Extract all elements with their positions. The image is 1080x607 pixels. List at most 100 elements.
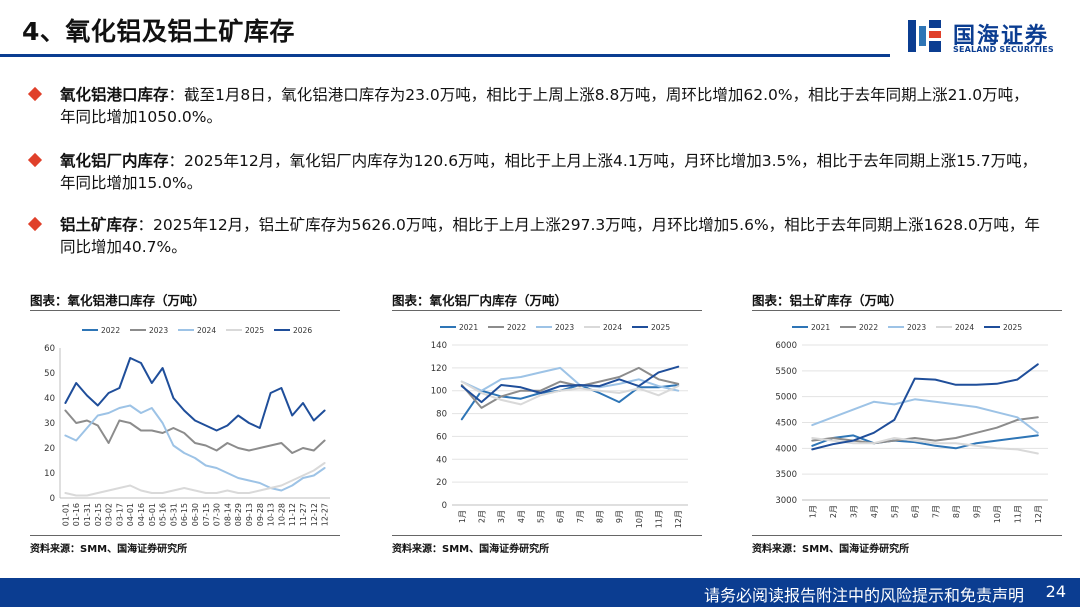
bullet-label: 铝土矿库存	[60, 216, 138, 234]
series-line-2021	[811, 434, 1039, 450]
x-tick-label: 4月	[517, 510, 526, 523]
legend-label: 2021	[811, 323, 830, 332]
x-tick-label: 07-15	[202, 503, 211, 526]
page-number: 24	[1045, 582, 1066, 601]
x-tick-label: 6月	[556, 510, 565, 523]
x-tick-label: 6月	[911, 505, 920, 518]
legend-label: 2022	[859, 323, 878, 332]
x-tick-label: 05-01	[148, 503, 157, 526]
legend-label: 2021	[459, 323, 478, 332]
y-tick-label: 60	[436, 432, 447, 442]
series-line-2026	[64, 357, 326, 432]
x-tick-label: 04-16	[137, 503, 146, 526]
series-line-2024	[460, 380, 680, 406]
diamond-bullet-icon	[27, 86, 43, 102]
y-tick-label: 5000	[775, 393, 797, 403]
diamond-bullet-icon	[27, 216, 43, 232]
y-tick-label: 20	[44, 444, 55, 454]
series-line-2022	[811, 416, 1039, 445]
y-tick-label: 30	[44, 419, 55, 429]
brand-logo: 国海证券 SEALAND SECURITIES	[905, 16, 1065, 60]
x-tick-label: 12月	[674, 510, 683, 528]
chart-port-inventory: 0 10 20 30 40 50 60 01-01 01-16 01-31 02-15 03-02 03…	[44, 326, 330, 526]
chart-source: 资料来源：SMM、国海证券研究所	[392, 544, 550, 555]
series-line-2025	[64, 462, 326, 497]
x-tick-label: 11-12	[288, 503, 297, 526]
x-tick-label: 07-30	[213, 503, 222, 526]
bullet-text: ：2025年12月，铝土矿库存为5626.0万吨，相比于上月上涨297.3万吨，…	[60, 216, 1040, 256]
x-tick-label: 08-29	[234, 503, 243, 526]
x-tick-label: 03-02	[105, 503, 114, 526]
x-tick-label: 4月	[870, 505, 879, 518]
legend-label: 2024	[603, 323, 622, 332]
series-line-2023	[811, 398, 1039, 434]
sealand-logo-icon	[908, 20, 941, 52]
y-tick-label: 0	[442, 501, 447, 511]
x-tick-label: 10-28	[277, 503, 286, 526]
title-underline	[0, 54, 890, 57]
y-tick-label: 100	[431, 387, 447, 397]
y-tick-label: 50	[44, 369, 55, 379]
x-tick-label: 7月	[576, 510, 585, 523]
chart-rule	[30, 310, 340, 311]
bullet-text: ：截至1月8日，氧化铝港口库存为23.0万吨，相比于上周上涨8.8万吨，周环比增…	[60, 86, 1029, 126]
legend-label: 2025	[651, 323, 670, 332]
legend-label: 2024	[197, 326, 216, 335]
x-tick-label: 06-30	[191, 503, 200, 526]
chart-source: 资料来源：SMM、国海证券研究所	[30, 544, 188, 555]
page-title: 4、氧化铝及铝土矿库存	[22, 17, 295, 46]
x-tick-label: 8月	[596, 510, 605, 523]
series-line-2025	[460, 365, 680, 404]
x-tick-label: 12-27	[321, 503, 330, 526]
x-tick-label: 03-17	[115, 503, 124, 526]
footer-bar: 请务必阅读报告附注中的风险提示和免责声明 24	[0, 578, 1080, 607]
y-tick-label: 140	[431, 341, 447, 351]
chart-rule	[752, 535, 1062, 536]
x-tick-label: 9月	[972, 505, 981, 518]
x-tick-label: 12月	[1034, 505, 1043, 523]
x-tick-label: 3月	[497, 510, 506, 523]
x-tick-label: 09-28	[256, 503, 265, 526]
series-line-2021	[460, 384, 680, 421]
x-tick-label: 08-14	[223, 503, 232, 526]
legend-label: 2026	[293, 326, 312, 335]
x-tick-label: 8月	[952, 505, 961, 518]
x-tick-label: 06-15	[180, 503, 189, 526]
x-tick-label: 10月	[635, 510, 644, 528]
chart-bauxite-inventory: 3000 3500 4000 4500 5000 5500 6000 1月 2月 3月 4月 5月 6月…	[775, 323, 1048, 523]
chart-plant-inventory: 0 20 40 60 80 100 120 140 1月 2月 3月 4月 5月 6月 7月 8月 9月 10月 1…	[431, 323, 688, 528]
x-tick-label: 5月	[890, 505, 899, 518]
y-tick-label: 4500	[775, 419, 797, 429]
y-tick-label: 6000	[775, 341, 797, 351]
x-tick-label: 11月	[655, 510, 664, 528]
bullet-label: 氧化铝港口库存	[60, 86, 169, 104]
y-tick-label: 20	[436, 478, 447, 488]
y-tick-label: 5500	[775, 367, 797, 377]
legend-label: 2023	[149, 326, 168, 335]
bullet-text: ：2025年12月，氧化铝厂内库存为120.6万吨，相比于上月上涨4.1万吨，月…	[60, 152, 1038, 192]
x-tick-label: 04-01	[126, 503, 135, 526]
chart-rule	[752, 310, 1062, 311]
x-tick-label: 11月	[1013, 505, 1022, 523]
y-tick-label: 10	[44, 469, 55, 479]
bullet-label: 氧化铝厂内库存	[60, 152, 169, 170]
y-tick-label: 60	[44, 344, 55, 354]
chart-rule	[30, 535, 340, 536]
y-tick-label: 80	[436, 410, 447, 420]
x-tick-label: 1月	[458, 510, 467, 523]
y-tick-label: 3500	[775, 470, 797, 480]
legend-label: 2025	[1003, 323, 1022, 332]
series-line-2023	[460, 366, 680, 392]
series-line-2024	[811, 437, 1039, 455]
x-tick-label: 12-12	[310, 503, 319, 526]
x-tick-label: 10-13	[267, 503, 276, 526]
x-tick-label: 1月	[808, 505, 817, 518]
x-tick-label: 5月	[537, 510, 546, 523]
chart-rule	[392, 535, 702, 536]
legend-label: 2023	[907, 323, 926, 332]
chart-rule	[392, 310, 702, 311]
footer-disclaimer: 请务必阅读报告附注中的风险提示和免责声明	[703, 586, 1024, 605]
chart-title-port: 图表：氧化铝港口库存（万吨）	[30, 293, 206, 308]
chart-title-bauxite: 图表：铝土矿库存（万吨）	[752, 293, 903, 308]
series-line-2023	[64, 409, 326, 454]
